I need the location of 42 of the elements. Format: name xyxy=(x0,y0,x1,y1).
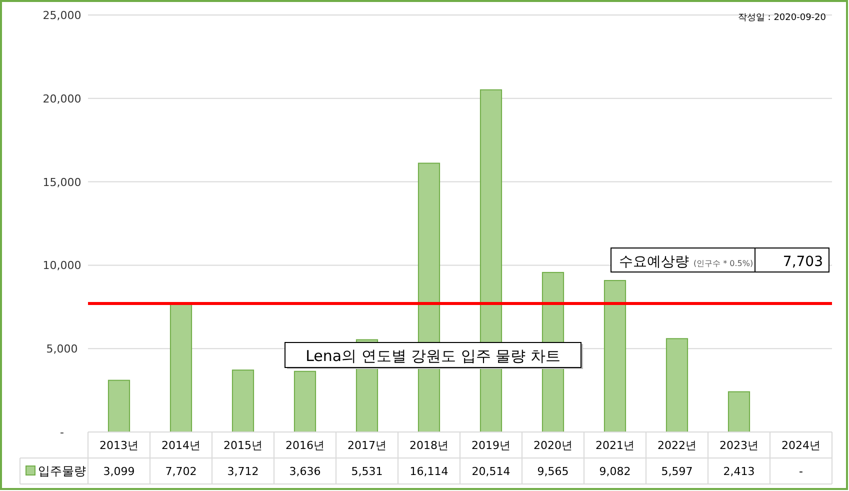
annotation: 작성일 : 2020-09-20 xyxy=(738,13,826,23)
x-tick-label: 2016년 xyxy=(286,439,324,452)
bar xyxy=(728,391,750,432)
bar xyxy=(666,338,688,432)
x-tick-label: 2015년 xyxy=(224,439,262,452)
bar xyxy=(294,370,316,432)
bar xyxy=(232,370,254,432)
y-tick-label: - xyxy=(60,426,64,439)
x-tick-label: 2022년 xyxy=(658,439,696,452)
text: Lena의 연도별 강원도 입주 물량 차트 xyxy=(306,347,560,365)
data-label: 3,099 xyxy=(103,465,135,478)
y-tick-label: 25,000 xyxy=(42,9,82,22)
data-label: 3,636 xyxy=(289,465,321,478)
x-tick-label: 2021년 xyxy=(596,439,634,452)
data-label: 9,082 xyxy=(599,465,631,478)
y-tick-label: 20,000 xyxy=(42,92,82,106)
ref-line-label: 수요예상량 (인구수 * 0.5%) xyxy=(619,254,754,270)
legend-label: 입주물량 xyxy=(38,464,86,478)
data-label: 5,597 xyxy=(661,465,693,478)
y-tick-label: 15,000 xyxy=(42,176,82,189)
data-label: 20,514 xyxy=(472,465,510,478)
annotation: 7,703 xyxy=(782,254,823,270)
x-tick-label: 2020년 xyxy=(534,439,572,452)
data-label: 5,531 xyxy=(351,465,383,478)
bar xyxy=(170,303,192,432)
data-label: 3,712 xyxy=(227,465,259,478)
x-tick-label: 2014년 xyxy=(162,439,200,452)
x-tick-label: 2023년 xyxy=(720,439,758,452)
y-tick-label: 10,000 xyxy=(42,259,82,272)
x-tick-label: 2024년 xyxy=(782,439,820,452)
data-label: 9,565 xyxy=(537,465,569,478)
x-tick-label: 2019년 xyxy=(472,439,510,452)
bar xyxy=(604,280,626,432)
text: - xyxy=(799,465,803,478)
y-tick-label: 5,000 xyxy=(46,342,78,356)
x-tick-label: 2018년 xyxy=(410,439,448,452)
data-label: 7,702 xyxy=(165,465,197,478)
data-label: 2,413 xyxy=(723,465,755,478)
x-tick-label: 2013년 xyxy=(100,439,138,452)
bar xyxy=(108,380,130,432)
x-tick-label: 2017년 xyxy=(348,439,386,452)
data-label: 16,114 xyxy=(410,465,448,478)
